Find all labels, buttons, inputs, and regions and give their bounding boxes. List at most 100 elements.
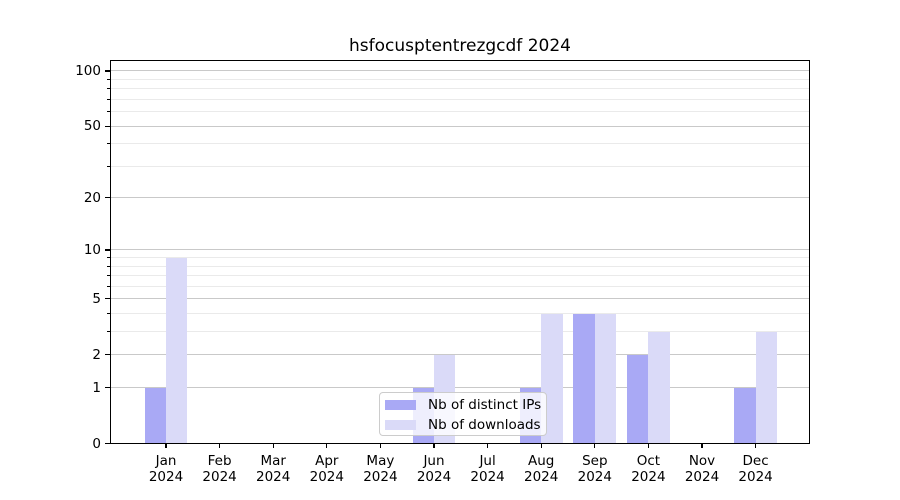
x-tick-label: Feb 2024	[184, 453, 256, 486]
x-tick-label-year: 2024	[416, 469, 452, 485]
y-tick-label: 100	[75, 62, 101, 79]
x-tick-mark	[433, 443, 435, 448]
x-tick-label-year: 2024	[577, 469, 612, 485]
y-gridline-minor	[110, 165, 810, 167]
x-tick-label-month: Jan	[155, 452, 177, 469]
y-minor-tick-mark	[107, 78, 110, 81]
x-tick-label-month: Jul	[479, 452, 496, 469]
x-tick-label: Dec 2024	[720, 453, 792, 486]
x-tick-label-month: May	[366, 452, 395, 469]
y-minor-tick-mark	[107, 143, 110, 145]
y-tick-label: 2	[92, 346, 101, 363]
y-gridline-minor	[110, 111, 810, 113]
y-tick-label: 10	[83, 241, 101, 258]
bar-downloads	[166, 257, 188, 444]
y-gridline-minor	[110, 257, 810, 259]
x-tick-label-year: 2024	[148, 469, 184, 485]
y-gridline-minor	[110, 313, 810, 315]
y-tick-mark	[105, 442, 110, 445]
y-tick-mark	[105, 249, 110, 251]
x-tick-label: Oct 2024	[612, 453, 684, 486]
y-gridline-major	[110, 125, 810, 127]
x-tick-label: Jan 2024	[130, 453, 202, 486]
x-tick-label-month: Aug	[528, 452, 555, 469]
y-minor-tick-mark	[107, 257, 110, 259]
x-tick-label-month: Feb	[207, 452, 232, 469]
y-gridline-minor	[110, 78, 810, 80]
bar-distinct-ips	[627, 354, 649, 444]
y-minor-tick-mark	[107, 265, 110, 267]
y-minor-tick-mark	[107, 98, 110, 101]
bar-distinct-ips	[734, 387, 756, 444]
y-tick-mark	[105, 298, 110, 300]
y-gridline-minor	[110, 88, 810, 90]
x-tick-mark	[701, 443, 703, 448]
x-tick-label-year: 2024	[470, 469, 505, 485]
legend-item-distinct-ips: Nb of distinct IPs	[385, 395, 546, 415]
y-gridline-major	[110, 354, 810, 356]
x-tick-label-year: 2024	[631, 469, 666, 485]
x-tick-label-month: Mar	[260, 452, 286, 469]
x-tick-label-year: 2024	[202, 469, 237, 485]
y-minor-tick-mark	[107, 331, 110, 333]
x-tick-label: Jun 2024	[398, 453, 470, 486]
x-tick-mark	[165, 443, 167, 448]
y-tick-mark	[105, 125, 110, 127]
y-gridline-minor	[110, 98, 810, 100]
y-gridline-minor	[110, 143, 810, 145]
x-tick-label: Sep 2024	[559, 453, 631, 486]
y-minor-tick-mark	[107, 313, 110, 315]
y-tick-label: 1	[92, 379, 101, 396]
x-tick-mark	[540, 443, 542, 448]
x-tick-label: Mar 2024	[237, 453, 309, 486]
bar-downloads	[755, 331, 777, 444]
y-tick-label: 20	[83, 189, 101, 206]
y-gridline-minor	[110, 275, 810, 277]
x-tick-label-month: Sep	[582, 452, 608, 469]
y-gridline-major	[110, 70, 810, 72]
x-tick-label-year: 2024	[363, 469, 398, 485]
x-tick-mark	[326, 443, 328, 448]
y-gridline-major	[110, 298, 810, 300]
chart-title: hsfocusptentrezgcdf 2024	[349, 36, 571, 56]
x-tick-label-year: 2024	[309, 469, 344, 485]
plot-area	[110, 60, 810, 444]
x-tick-label-year: 2024	[524, 469, 559, 485]
x-tick-label: May 2024	[344, 453, 416, 486]
x-tick-label-month: Oct	[636, 452, 661, 469]
x-tick-label: Apr 2024	[291, 453, 363, 486]
x-tick-label: Jul 2024	[452, 453, 524, 486]
legend-item-downloads: Nb of downloads	[385, 415, 546, 435]
y-minor-tick-mark	[107, 165, 110, 168]
legend-swatch-distinct-ips	[385, 400, 416, 410]
y-gridline-minor	[110, 331, 810, 333]
y-tick-mark	[105, 197, 110, 199]
legend-label-downloads: Nb of downloads	[428, 417, 541, 433]
x-tick-label: Aug 2024	[505, 453, 577, 486]
x-tick-mark	[647, 443, 649, 448]
y-gridline-minor	[110, 285, 810, 287]
y-minor-tick-mark	[107, 275, 110, 277]
y-minor-tick-mark	[107, 111, 110, 113]
y-gridline-major	[110, 197, 810, 199]
x-tick-mark	[272, 443, 274, 448]
bar-downloads	[648, 331, 670, 444]
x-tick-label-month: Dec	[742, 452, 769, 469]
y-gridline-major	[110, 249, 810, 251]
legend: Nb of distinct IPs Nb of downloads	[379, 392, 547, 436]
y-gridline-minor	[110, 265, 810, 267]
y-tick-label: 50	[83, 118, 101, 135]
legend-label-distinct-ips: Nb of distinct IPs	[428, 397, 542, 413]
x-tick-mark	[379, 443, 381, 448]
y-tick-mark	[105, 386, 110, 389]
bar-distinct-ips	[573, 313, 595, 444]
y-tick-label: 0	[92, 435, 101, 452]
x-tick-label: Nov 2024	[666, 453, 738, 486]
y-minor-tick-mark	[107, 285, 110, 288]
x-tick-label-month: Nov	[688, 452, 716, 469]
bar-downloads	[594, 313, 617, 444]
x-tick-mark	[594, 443, 596, 448]
x-tick-mark	[219, 443, 221, 448]
y-tick-mark	[105, 70, 110, 72]
